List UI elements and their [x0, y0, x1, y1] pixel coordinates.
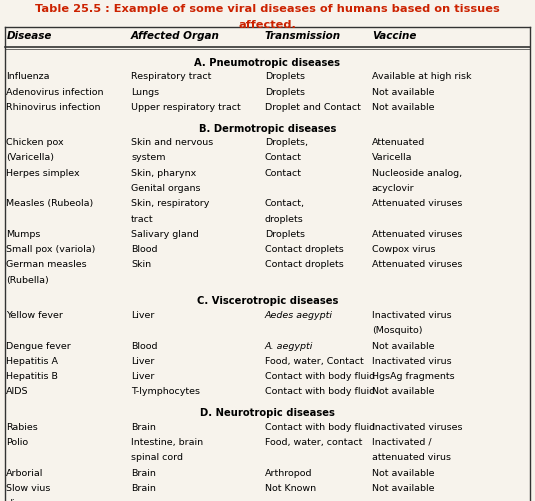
Text: Respiratory tract: Respiratory tract	[131, 72, 211, 81]
Text: Not available: Not available	[372, 87, 434, 96]
Text: affected.: affected.	[239, 20, 296, 30]
Text: Intestine, brain: Intestine, brain	[131, 437, 203, 446]
Text: Polio: Polio	[6, 437, 28, 446]
Text: Droplets: Droplets	[265, 72, 305, 81]
Text: (Rubella): (Rubella)	[6, 275, 49, 284]
Text: AIDS: AIDS	[6, 387, 29, 396]
Text: Brain: Brain	[131, 467, 156, 476]
Text: Transmission: Transmission	[265, 31, 341, 41]
Text: Blood: Blood	[131, 244, 158, 254]
Text: Brain: Brain	[131, 422, 156, 431]
Text: Inactivated /: Inactivated /	[372, 437, 431, 446]
Text: Contact droplets: Contact droplets	[265, 244, 343, 254]
Text: Liver: Liver	[131, 310, 155, 319]
Text: (Varicella): (Varicella)	[6, 153, 55, 162]
Text: Arborial: Arborial	[6, 467, 44, 476]
Text: Herpes simplex: Herpes simplex	[6, 168, 80, 177]
Text: acyclovir: acyclovir	[372, 183, 415, 192]
Text: Droplets: Droplets	[265, 87, 305, 96]
Text: Contact droplets: Contact droplets	[265, 260, 343, 269]
Text: Food, water, Contact: Food, water, Contact	[265, 356, 364, 365]
Text: Food, water, contact: Food, water, contact	[265, 437, 362, 446]
Text: Salivary gland: Salivary gland	[131, 229, 199, 238]
Text: Contact with body fluid: Contact with body fluid	[265, 422, 375, 431]
Text: B. Dermotropic diseases: B. Dermotropic diseases	[199, 123, 336, 133]
Text: Genital organs: Genital organs	[131, 183, 201, 192]
Text: Droplets,: Droplets,	[265, 138, 308, 147]
Text: Varicella: Varicella	[372, 153, 412, 162]
Text: attenuated virus: attenuated virus	[372, 452, 451, 461]
Text: Skin and nervous: Skin and nervous	[131, 138, 213, 147]
Text: Disease: Disease	[6, 31, 52, 41]
Text: Rhinovirus infection: Rhinovirus infection	[6, 103, 101, 112]
Text: Adenovirus infection: Adenovirus infection	[6, 87, 104, 96]
Text: Inactivated virus: Inactivated virus	[372, 356, 452, 365]
Text: Liver: Liver	[131, 356, 155, 365]
Text: Skin, respiratory: Skin, respiratory	[131, 199, 209, 208]
Text: Brain: Brain	[131, 483, 156, 492]
Text: Slow vius: Slow vius	[6, 483, 51, 492]
Text: (Mosquito): (Mosquito)	[372, 326, 422, 335]
Text: Upper respiratory tract: Upper respiratory tract	[131, 103, 241, 112]
Text: Skin: Skin	[131, 260, 151, 269]
Text: Attenuated viruses: Attenuated viruses	[372, 229, 462, 238]
Text: Not available: Not available	[372, 341, 434, 350]
Text: Arthropod: Arthropod	[265, 467, 312, 476]
Text: Yellow fever: Yellow fever	[6, 310, 63, 319]
Text: Contact,: Contact,	[265, 199, 305, 208]
Text: Not available: Not available	[372, 103, 434, 112]
Text: Dengue fever: Dengue fever	[6, 341, 71, 350]
Text: Influenza: Influenza	[6, 72, 50, 81]
Text: disease: disease	[6, 498, 43, 501]
Text: Hepatitis B: Hepatitis B	[6, 371, 58, 380]
Text: Not available: Not available	[372, 387, 434, 396]
Text: Table 25.5 : Example of some viral diseases of humans based on tissues: Table 25.5 : Example of some viral disea…	[35, 4, 500, 14]
Text: Contact with body fluid: Contact with body fluid	[265, 371, 375, 380]
Text: Contact with body fluid: Contact with body fluid	[265, 387, 375, 396]
Text: Lungs: Lungs	[131, 87, 159, 96]
Text: Attenuated viruses: Attenuated viruses	[372, 260, 462, 269]
Text: droplets: droplets	[265, 214, 303, 223]
Text: T-lymphocytes: T-lymphocytes	[131, 387, 200, 396]
Text: Small pox (variola): Small pox (variola)	[6, 244, 96, 254]
Text: D. Neurotropic diseases: D. Neurotropic diseases	[200, 407, 335, 417]
Text: tract: tract	[131, 214, 154, 223]
Text: Skin, pharynx: Skin, pharynx	[131, 168, 196, 177]
Text: Aedes aegypti: Aedes aegypti	[265, 310, 333, 319]
Text: Inactivated virus: Inactivated virus	[372, 310, 452, 319]
Text: A. aegypti: A. aegypti	[265, 341, 313, 350]
Text: German measles: German measles	[6, 260, 87, 269]
Text: C. Viscerotropic diseases: C. Viscerotropic diseases	[197, 296, 338, 306]
Text: Not available: Not available	[372, 483, 434, 492]
Text: Not available: Not available	[372, 467, 434, 476]
Text: Inactivated viruses: Inactivated viruses	[372, 422, 462, 431]
Text: Liver: Liver	[131, 371, 155, 380]
Text: Affected Organ: Affected Organ	[131, 31, 220, 41]
Text: A. Pneumotropic diseases: A. Pneumotropic diseases	[195, 58, 340, 68]
Text: Measles (Rubeola): Measles (Rubeola)	[6, 199, 94, 208]
Text: Nucleoside analog,: Nucleoside analog,	[372, 168, 462, 177]
Text: Not Known: Not Known	[265, 483, 316, 492]
Text: Hepatitis A: Hepatitis A	[6, 356, 58, 365]
Text: Cowpox virus: Cowpox virus	[372, 244, 435, 254]
Text: Attenuated: Attenuated	[372, 138, 425, 147]
Text: HgsAg fragments: HgsAg fragments	[372, 371, 454, 380]
Text: Rabies: Rabies	[6, 422, 38, 431]
Text: Droplet and Contact: Droplet and Contact	[265, 103, 361, 112]
Text: system: system	[131, 153, 165, 162]
Text: Chicken pox: Chicken pox	[6, 138, 64, 147]
Text: spinal cord: spinal cord	[131, 452, 183, 461]
Text: Contact: Contact	[265, 153, 302, 162]
Text: Vaccine: Vaccine	[372, 31, 416, 41]
Text: Attenuated viruses: Attenuated viruses	[372, 199, 462, 208]
Text: Mumps: Mumps	[6, 229, 41, 238]
Text: Droplets: Droplets	[265, 229, 305, 238]
Text: Contact: Contact	[265, 168, 302, 177]
Text: Blood: Blood	[131, 341, 158, 350]
Text: Available at high risk: Available at high risk	[372, 72, 471, 81]
